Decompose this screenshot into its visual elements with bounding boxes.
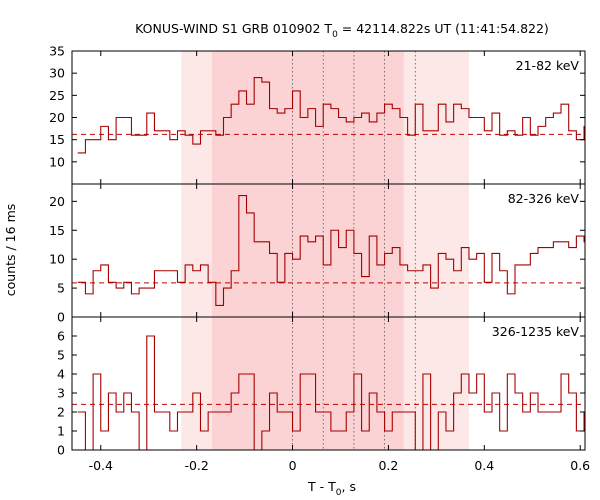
y-tick-label: 2 — [57, 405, 65, 420]
x-tick-label: 0.2 — [378, 458, 398, 473]
energy-band-label: 21-82 keV — [516, 58, 580, 73]
y-tick-label: 0 — [57, 443, 65, 458]
count-curve-1 — [77, 195, 585, 306]
y-tick-label: 5 — [57, 348, 65, 363]
y-tick-label: 20 — [49, 110, 65, 125]
energy-band-label: 326-1235 keV — [492, 324, 580, 339]
y-tick-label: 15 — [49, 223, 65, 238]
count-curve-0 — [77, 77, 585, 154]
y-tick-label: 4 — [57, 367, 65, 382]
y-tick-label: 3 — [57, 386, 65, 401]
y-tick-label: 35 — [49, 44, 65, 59]
y-tick-label: 20 — [49, 194, 65, 209]
x-tick-label: 0 — [289, 458, 297, 473]
x-tick-label: -0.2 — [184, 458, 208, 473]
y-tick-label: 25 — [49, 88, 65, 103]
x-tick-label: -0.4 — [89, 458, 113, 473]
y-tick-label: 1 — [57, 424, 65, 439]
x-axis-label: T - T0, s — [307, 479, 356, 498]
y-tick-label: 5 — [57, 281, 65, 296]
x-tick-label: 0.6 — [570, 458, 590, 473]
panel-frame — [71, 316, 586, 451]
chart-title: KONUS-WIND S1 GRB 010902 T0 = 42114.822s… — [135, 21, 549, 40]
y-tick-label: 0 — [57, 310, 65, 325]
y-tick-label: 15 — [49, 132, 65, 147]
count-curve-2 — [77, 335, 585, 451]
x-tick-label: 0.4 — [474, 458, 494, 473]
y-axis-label: counts / 16 ms — [3, 204, 18, 297]
y-tick-label: 10 — [49, 252, 65, 267]
y-tick-label: 6 — [57, 329, 65, 344]
energy-band-label: 82-326 keV — [508, 191, 580, 206]
y-tick-label: 10 — [49, 154, 65, 169]
y-tick-label: 30 — [49, 66, 65, 81]
